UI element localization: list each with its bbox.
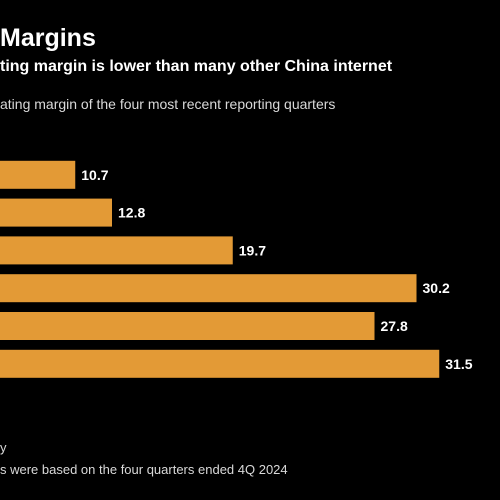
bar-value-label-6: 31.5 <box>445 356 472 372</box>
bar-2 <box>0 198 112 227</box>
chart-title: Margins <box>0 24 96 52</box>
bar-value-label-3: 19.7 <box>239 242 266 258</box>
bar-4 <box>0 274 417 303</box>
chart-subtitle: ting margin is lower than many other Chi… <box>0 58 393 75</box>
bar-5 <box>0 312 375 340</box>
bar-value-label-4: 30.2 <box>423 280 450 296</box>
bar-value-label-2: 12.8 <box>118 205 145 221</box>
bar-value-label-1: 10.7 <box>81 167 108 183</box>
bar-1 <box>0 160 76 189</box>
chart-axis-note: ating margin of the four most recent rep… <box>0 96 336 112</box>
bar-6 <box>0 349 440 378</box>
bar-value-label-5: 27.8 <box>381 318 408 334</box>
chart-footnote: s were based on the four quarters ended … <box>0 462 288 477</box>
bar-3 <box>0 236 233 265</box>
chart-source: y <box>0 440 7 455</box>
